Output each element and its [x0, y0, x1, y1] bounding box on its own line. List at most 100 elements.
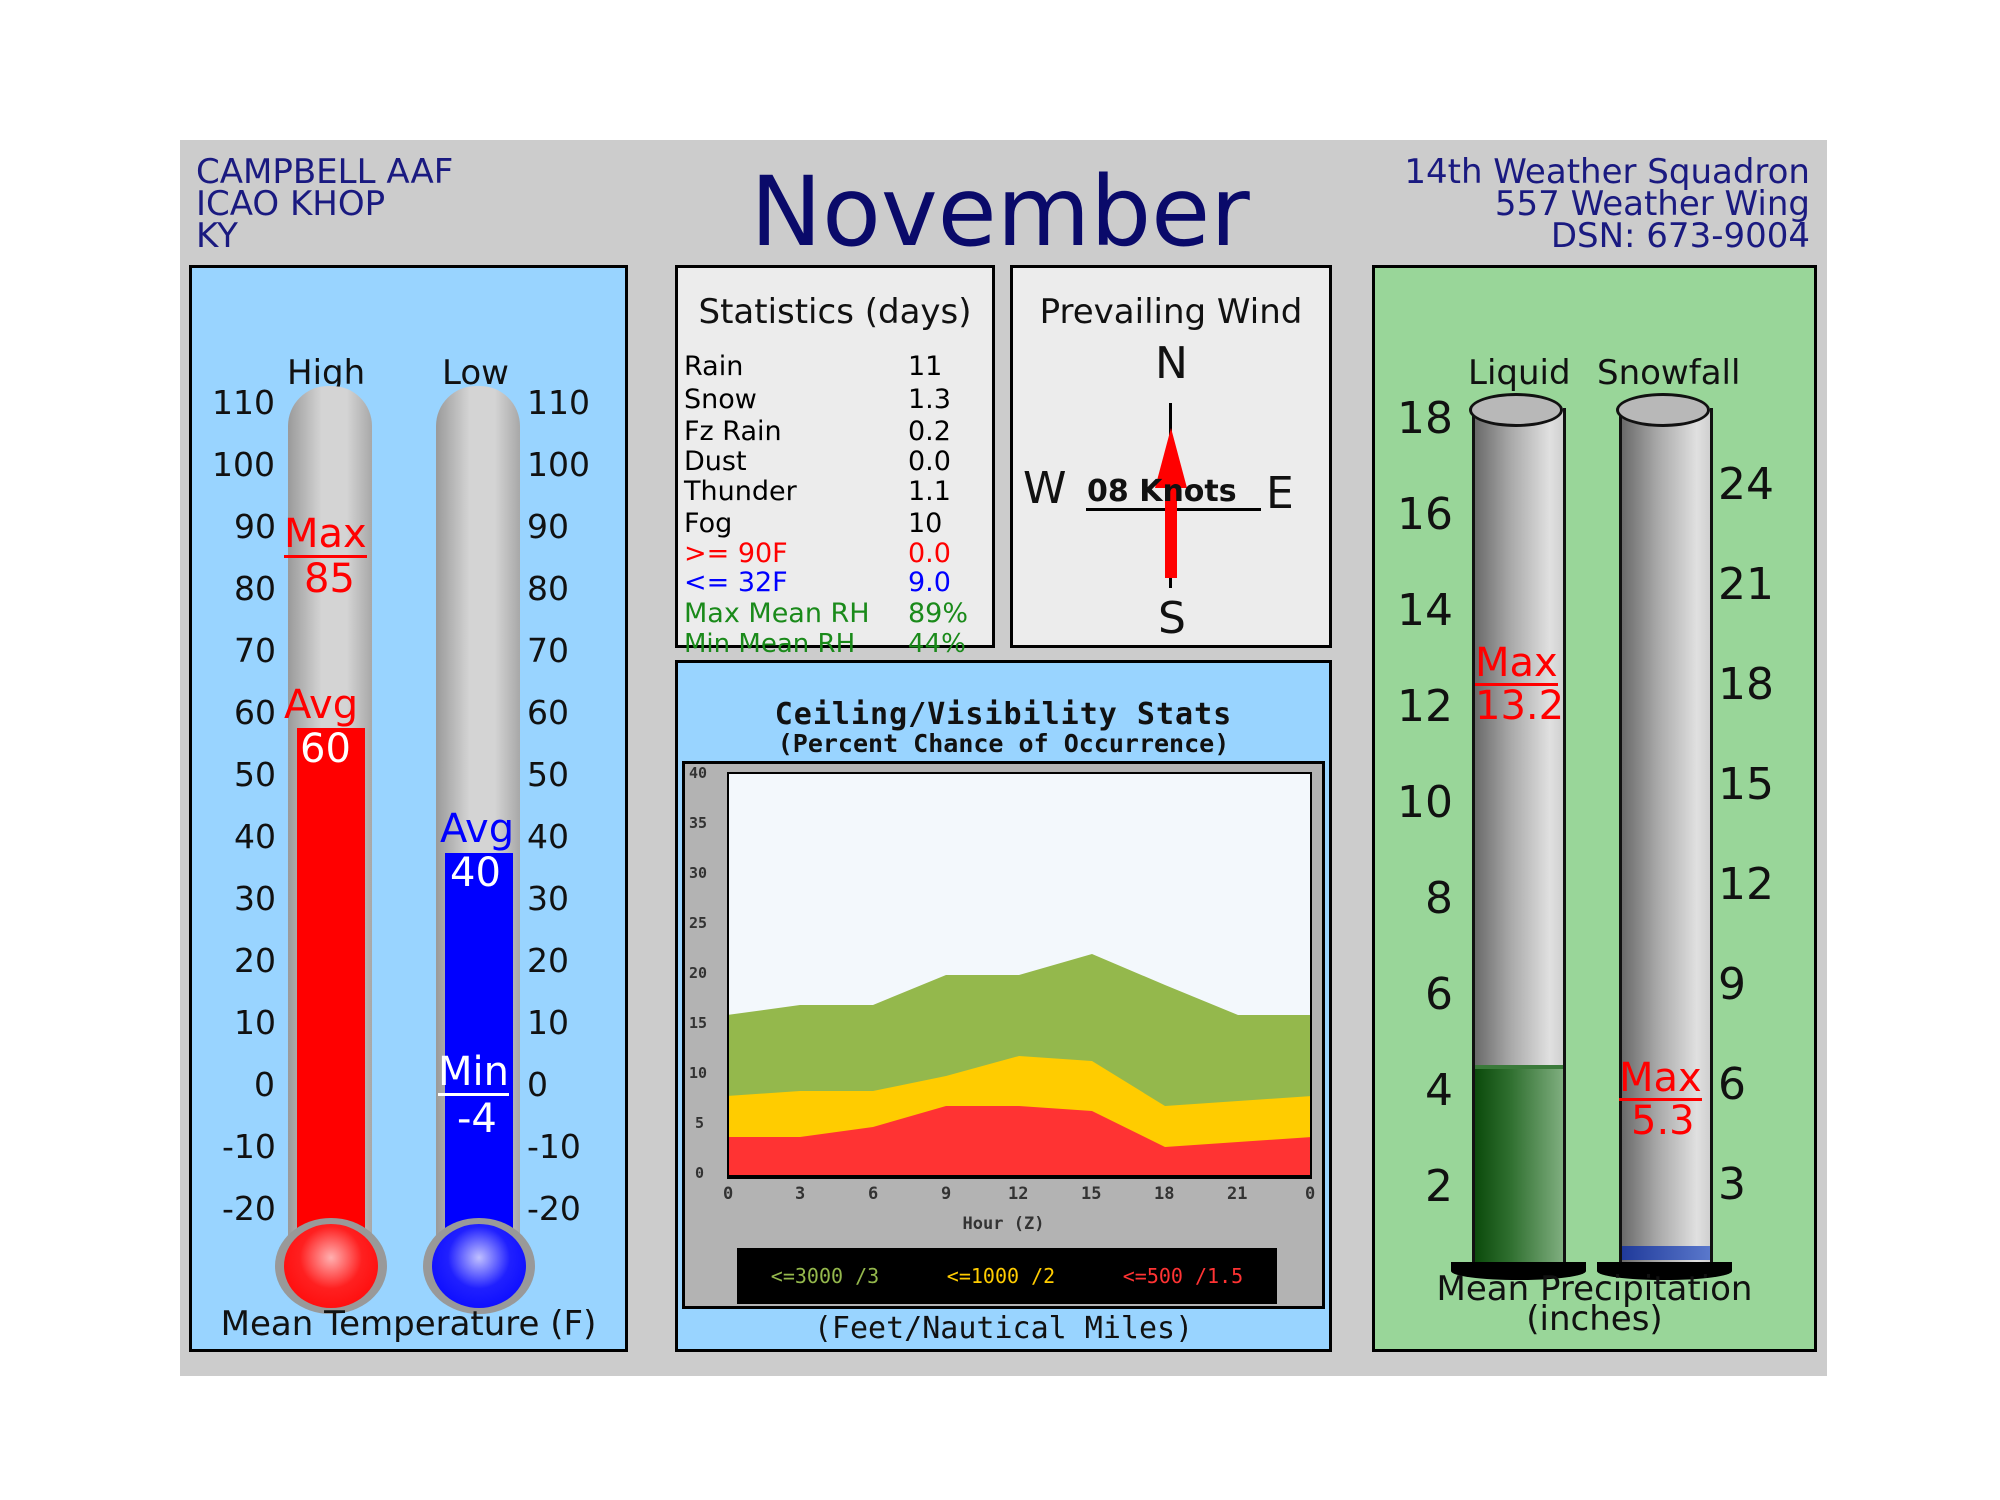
high-thermometer-fill: [297, 728, 365, 1248]
tick: 21: [1718, 559, 1774, 610]
snowfall-cylinder: [1619, 408, 1713, 1263]
tick: 70: [527, 631, 569, 670]
tick: 12: [1397, 681, 1453, 732]
station-info: CAMPBELL AAF ICAO KHOP KY: [196, 152, 454, 253]
stat-value: 0.0: [908, 538, 951, 569]
tick: 8: [1425, 873, 1453, 924]
ceiling-area-plot: [727, 772, 1312, 1179]
compass-west: W: [1023, 463, 1067, 514]
stat-label: Fog: [684, 508, 733, 539]
area-500ft: [727, 1106, 1312, 1177]
temperature-panel: High Low 110 100 90 80 70 60 50 40 30 20…: [189, 265, 628, 1352]
org-dsn: DSN: 673-9004: [1550, 216, 1810, 256]
stat-label: Max Mean RH: [684, 598, 870, 629]
stat-value: 44%: [908, 629, 966, 659]
tick: 24: [1718, 459, 1774, 510]
tick: 110: [527, 383, 590, 422]
low-avg-value: 40: [450, 850, 501, 896]
liquid-max-label: Max: [1475, 640, 1558, 686]
tick: -20: [222, 1189, 276, 1228]
tick: 40: [234, 817, 276, 856]
station-name: CAMPBELL AAF: [196, 152, 454, 192]
precipitation-caption-line2: (inches): [1526, 1299, 1663, 1339]
precipitation-caption-line1: Mean Precipitation: [1436, 1269, 1753, 1309]
tick: 10: [1397, 777, 1453, 828]
y-tick: 25: [689, 914, 708, 932]
snowfall-cylinder-top: [1616, 393, 1710, 427]
liquid-max-value: 13.2: [1475, 683, 1565, 729]
station-icao: ICAO KHOP: [196, 184, 386, 224]
y-tick: 15: [689, 1014, 708, 1032]
tick: 70: [234, 631, 276, 670]
tick: 20: [527, 941, 569, 980]
tick: 0: [527, 1065, 548, 1104]
tick: 30: [527, 879, 569, 918]
tick: 80: [527, 569, 569, 608]
stat-label: Rain: [684, 351, 744, 382]
tick: 90: [527, 507, 569, 546]
snowfall-fill: [1622, 1246, 1710, 1260]
wind-direction-arrow-icon: [1155, 428, 1187, 578]
legend-item-1000: <=1000 /2: [946, 1264, 1056, 1288]
low-min-value: -4: [457, 1096, 497, 1142]
stat-value: 1.3: [908, 384, 951, 415]
snowfall-column-label: Snowfall: [1597, 353, 1741, 393]
x-tick: 3: [795, 1184, 806, 1204]
ceiling-x-label: Hour (Z): [962, 1214, 1045, 1234]
legend-item-3000: <=3000 /3: [770, 1264, 880, 1288]
low-min-label: Min: [438, 1049, 509, 1096]
stat-value: 0.2: [908, 416, 951, 447]
liquid-fill: [1475, 1065, 1563, 1267]
liquid-base: [1451, 1262, 1586, 1280]
snowfall-base: [1597, 1262, 1732, 1280]
x-tick: 0: [1305, 1184, 1316, 1204]
high-max-label: Max: [284, 511, 367, 558]
tick: 18: [1718, 659, 1774, 710]
stat-value: 10: [908, 508, 943, 539]
tick: 0: [254, 1065, 275, 1104]
low-avg-label: Avg: [440, 806, 515, 852]
low-thermometer-bulb: [432, 1224, 526, 1308]
tick: 4: [1425, 1065, 1453, 1116]
wind-title: Prevailing Wind: [1039, 292, 1303, 332]
stat-label: Snow: [684, 384, 757, 415]
tick: -10: [527, 1127, 581, 1166]
stat-value: 89%: [908, 598, 969, 629]
tick: 50: [234, 755, 276, 794]
tick: -20: [527, 1189, 581, 1228]
y-tick: 10: [689, 1064, 708, 1082]
liquid-cylinder-top: [1469, 393, 1563, 427]
liquid-column-label: Liquid: [1468, 353, 1571, 393]
ceiling-subtitle: (Percent Chance of Occurrence): [777, 729, 1230, 758]
y-tick: 20: [689, 964, 708, 982]
tick: 60: [527, 693, 569, 732]
stat-label: Min Mean RH: [684, 629, 856, 659]
compass-south: S: [1158, 593, 1186, 644]
x-tick: 18: [1154, 1184, 1175, 1204]
tick: 50: [527, 755, 569, 794]
x-tick: 6: [868, 1184, 879, 1204]
tick: 15: [1718, 759, 1774, 810]
y-tick: 5: [695, 1114, 705, 1132]
stat-label: Dust: [684, 446, 747, 477]
month-title: November: [750, 156, 1250, 268]
tick: 6: [1425, 969, 1453, 1020]
org-wing: 557 Weather Wing: [1494, 184, 1810, 224]
tick: 6: [1718, 1059, 1746, 1110]
tick: 12: [1718, 859, 1774, 910]
ceiling-title: Ceiling/Visibility Stats: [774, 697, 1233, 732]
stat-label: >= 90F: [684, 538, 788, 569]
tick: 10: [527, 1003, 569, 1042]
stat-label: Thunder: [684, 476, 797, 507]
high-max-value: 85: [304, 556, 355, 602]
tick: 60: [234, 693, 276, 732]
prevailing-wind-panel: Prevailing Wind N S W E 08 Knots: [1010, 265, 1332, 648]
tick: 100: [212, 445, 275, 484]
tick: 10: [234, 1003, 276, 1042]
ceiling-legend: <=3000 /3 <=1000 /2 <=500 /1.5: [737, 1248, 1277, 1304]
y-tick: 40: [689, 764, 708, 782]
temperature-caption: Mean Temperature (F): [220, 1304, 597, 1344]
ceiling-chart-area: 40 35 30 25 20 15 10 5 0 0 3 6 9 12 15 1…: [682, 761, 1325, 1309]
high-avg-value: 60: [300, 726, 351, 772]
x-tick: 15: [1081, 1184, 1102, 1204]
